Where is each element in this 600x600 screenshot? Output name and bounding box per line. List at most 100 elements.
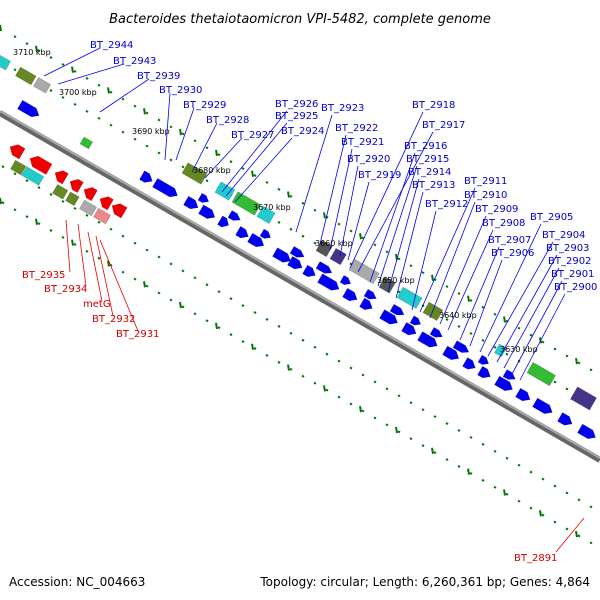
feature-box: [315, 239, 333, 258]
gene-label: BT_2913: [412, 180, 455, 191]
label-connector: [87, 231, 103, 302]
track-tick: [205, 179, 209, 183]
gene-label: BT_2911: [464, 176, 507, 187]
track-tick: [493, 312, 497, 316]
track-tick: [313, 345, 317, 349]
reverse-gene-arrow-shape: [69, 179, 84, 194]
forward-gene-arrow: [302, 264, 316, 277]
track-tick: [145, 111, 149, 115]
track-tick: [421, 271, 425, 275]
label-connector: [429, 201, 476, 319]
track-tick: [289, 331, 293, 335]
track-tick: [361, 373, 365, 377]
label-connector: [329, 148, 353, 251]
forward-gene-arrow: [198, 204, 216, 219]
forward-gene-arrow-shape: [339, 274, 352, 286]
forward-gene-arrow-shape: [198, 204, 216, 219]
track-tick: [313, 241, 317, 245]
forward-gene-arrow: [379, 309, 398, 325]
track-tick: [529, 333, 533, 337]
track-tick: [397, 257, 401, 261]
feature-box-shape: [79, 199, 97, 217]
track-tick: [517, 499, 521, 503]
reverse-gene-arrow: [83, 187, 98, 202]
track-tick: [553, 380, 557, 384]
major-tick: [143, 281, 146, 288]
label-connector: [43, 47, 101, 77]
forward-gene-arrow: [289, 246, 305, 258]
track-tick: [121, 130, 125, 134]
label-connector: [369, 152, 416, 283]
forward-gene-arrow-shape: [502, 369, 516, 380]
forward-gene-arrow-shape: [342, 287, 358, 302]
track-tick: [121, 234, 125, 238]
forward-gene-arrow-shape: [389, 303, 405, 316]
track-tick: [145, 248, 149, 252]
track-tick: [541, 477, 545, 481]
track-tick: [97, 83, 101, 87]
kbp-label: 3700 kbp: [59, 88, 97, 97]
forward-gene-arrow-shape: [217, 215, 229, 228]
track-tick: [481, 338, 485, 342]
track-tick: [157, 255, 161, 259]
label-connector: [377, 165, 418, 287]
feature-box: [15, 66, 37, 86]
forward-gene-arrow-shape: [287, 256, 303, 270]
feature-box: [21, 166, 45, 186]
track-tick: [577, 361, 581, 365]
track-tick: [289, 194, 293, 198]
feature-box-shape: [526, 361, 556, 387]
major-tick: [0, 24, 2, 32]
track-tick: [481, 478, 485, 482]
feature-box-shape: [396, 286, 423, 309]
forward-gene-arrow: [532, 397, 553, 415]
forward-gene-arrow: [183, 195, 199, 210]
track-tick: [433, 415, 437, 419]
forward-gene-arrow-shape: [139, 170, 153, 183]
forward-gene-arrow-shape: [235, 225, 249, 239]
gene-label: BT_2907: [488, 235, 531, 246]
track-tick: [445, 285, 449, 288]
feature-box-shape: [494, 343, 507, 358]
forward-gene-arrow-shape: [315, 261, 333, 274]
track-tick: [253, 311, 257, 314]
label-connector: [459, 246, 500, 341]
track-tick: [565, 387, 569, 391]
forward-gene-arrow: [315, 261, 333, 274]
kbp-label: 3630 kbp: [500, 345, 538, 354]
track-tick: [13, 68, 17, 72]
track-tick: [349, 402, 353, 406]
forward-gene-arrow-shape: [494, 375, 513, 392]
label-connector: [555, 517, 585, 553]
track-tick: [265, 180, 269, 184]
track-tick: [373, 416, 377, 420]
track-tick: [565, 354, 569, 358]
feature-box-shape: [329, 248, 347, 266]
reverse-gene-arrow-shape: [99, 196, 114, 211]
track-tick: [517, 326, 521, 330]
track-tick: [505, 492, 509, 496]
track-tick: [265, 317, 269, 321]
forward-gene-arrow: [272, 247, 291, 263]
track-tick: [373, 380, 377, 384]
track-tick: [325, 388, 329, 392]
reverse-gene-arrow-shape: [9, 144, 26, 160]
forward-gene-arrow: [442, 345, 460, 360]
track-tick: [457, 292, 461, 295]
gene-label: BT_2923: [321, 103, 364, 114]
track-tick: [253, 347, 257, 350]
forward-gene-arrow-shape: [429, 327, 443, 338]
label-connector: [57, 63, 125, 85]
track-tick: [529, 506, 533, 510]
track-tick: [253, 174, 257, 177]
genome-backbone: [0, 110, 600, 463]
forward-gene-arrow-shape: [289, 246, 305, 258]
forward-gene-arrow-shape: [17, 99, 40, 118]
forward-gene-arrow-shape: [183, 195, 199, 210]
track-tick: [229, 333, 233, 337]
track-tick: [397, 394, 401, 398]
feature-box-shape: [214, 181, 236, 201]
forward-gene-arrow: [389, 303, 405, 316]
track-tick: [37, 186, 41, 190]
major-tick: [107, 260, 110, 267]
